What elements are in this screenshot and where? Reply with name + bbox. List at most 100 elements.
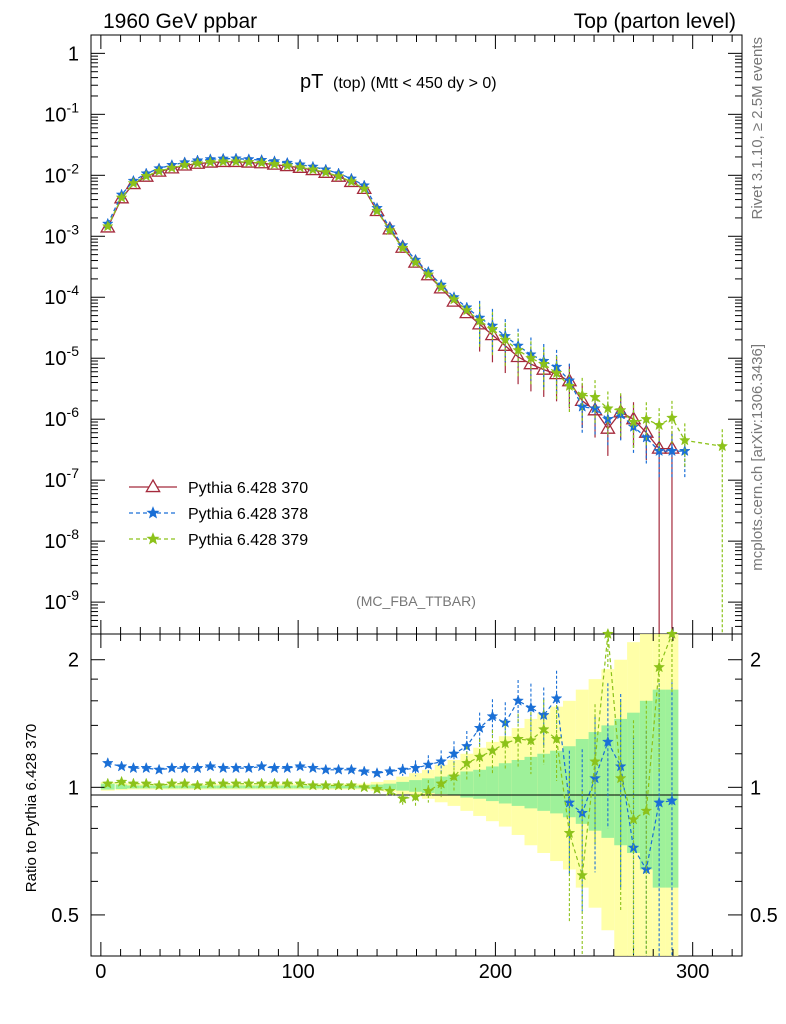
ratio-point (666, 794, 678, 806)
data-point (383, 224, 396, 236)
ratio-point (332, 763, 345, 775)
ratio-point (358, 781, 371, 793)
ratio-point (166, 777, 178, 789)
mc-band-inner (396, 781, 410, 791)
ratio-point (242, 777, 255, 789)
legend-label: Pythia 6.428 378 (188, 506, 308, 523)
ratio-point (486, 744, 499, 756)
ratio-point (601, 735, 614, 747)
rivet-label: Rivet 3.1.10, ≥ 2.5M events (749, 37, 766, 220)
ratio-point (614, 772, 627, 784)
top-panel: 1 10-1 10-2 10-3 10-4 10-5 10-6 10-7 10-8 10-9 pT… (44, 34, 743, 635)
ratio-point (153, 763, 165, 775)
ratio-point (601, 627, 614, 639)
series-2 (101, 155, 729, 634)
y-tick-label: 10-9 (44, 587, 79, 614)
ratio-point (204, 760, 217, 772)
data-point (499, 333, 512, 345)
data-point (550, 366, 563, 379)
ratio-panel: 0.5 0.5 1 1 2 2 0 100 200 300 Ratio to Pythia 6.4… (23, 627, 778, 983)
data-point (371, 204, 383, 216)
data-point (716, 440, 729, 452)
mc-band-inner (242, 785, 256, 789)
data-point (294, 161, 306, 173)
data-point (115, 191, 128, 203)
ratio-point (294, 777, 306, 789)
y-tick-label: 10-5 (44, 343, 79, 370)
ratio-point (550, 732, 563, 745)
mc-band-inner (255, 785, 269, 789)
top-series-layer (99, 152, 729, 634)
ratio-point (422, 784, 435, 797)
legend-marker (146, 506, 160, 519)
legend-entry: Pythia 6.428 379 (129, 532, 308, 549)
header-right-label: Top (parton level) (574, 10, 736, 33)
data-point (537, 357, 550, 370)
chart-title-main: pT (300, 71, 323, 93)
ratio-point (563, 826, 576, 839)
ratio-point (525, 701, 537, 713)
data-point (345, 175, 358, 187)
series-1 (101, 152, 691, 479)
data-point (217, 155, 230, 167)
data-point (666, 444, 678, 457)
ratio-point (307, 779, 319, 791)
ratio-point (115, 775, 128, 787)
ratio-point (512, 732, 524, 745)
ratio-point (499, 737, 512, 749)
y-tick-label: 1 (68, 43, 79, 65)
ratio-point (242, 761, 255, 774)
ratio-point (422, 758, 435, 770)
data-point (601, 402, 614, 414)
mc-band-inner (216, 785, 230, 789)
data-point (191, 157, 204, 169)
ratio-y-tick-label-right: 2 (750, 650, 761, 672)
ratio-point (166, 761, 178, 774)
data-point (587, 401, 603, 416)
ratio-point (371, 782, 383, 795)
mc-band-inner (409, 780, 422, 792)
ratio-point (396, 792, 409, 804)
y-tick-label: 10-6 (44, 404, 79, 431)
ratio-point (268, 777, 281, 789)
mc-band-inner (229, 785, 243, 789)
ratio-point (345, 763, 358, 775)
mc-band-inner (601, 725, 615, 838)
ratio-point (473, 750, 486, 762)
data-point (640, 412, 653, 425)
ratio-point (512, 694, 524, 706)
data-point (166, 161, 178, 173)
data-point (358, 182, 371, 194)
ratio-point (640, 804, 653, 816)
ratio-point (294, 760, 306, 772)
data-point (153, 164, 165, 177)
x-tick-label: 0 (95, 961, 106, 983)
mcplots-label: mcplots.cern.ch [arXiv:1306.3436] (749, 344, 766, 571)
ratio-series-layer (101, 627, 678, 956)
ratio-point (666, 627, 678, 639)
data-point (319, 166, 332, 178)
ratio-point (281, 777, 294, 789)
mc-band-inner (486, 766, 499, 802)
data-point (678, 434, 691, 446)
ratio-point (204, 777, 217, 789)
y-tick-label: 10-4 (44, 282, 79, 309)
data-point (101, 220, 114, 232)
mc-band-inner (550, 750, 563, 814)
data-point (178, 158, 191, 171)
legend-entry: Pythia 6.428 370 (129, 478, 308, 497)
data-point (255, 156, 268, 168)
ratio-point (319, 779, 332, 791)
ratio-point (653, 660, 666, 673)
ratio-point (217, 777, 230, 789)
ratio-point (255, 777, 268, 789)
ratio-point (217, 761, 230, 774)
data-point (589, 390, 601, 403)
ratio-point (191, 779, 204, 791)
ratio-series-2 (101, 627, 678, 956)
mc-band-inner (293, 785, 307, 789)
data-point (242, 155, 255, 168)
ratio-point (230, 777, 242, 789)
ratio-point (460, 757, 473, 769)
data-point (627, 415, 640, 427)
